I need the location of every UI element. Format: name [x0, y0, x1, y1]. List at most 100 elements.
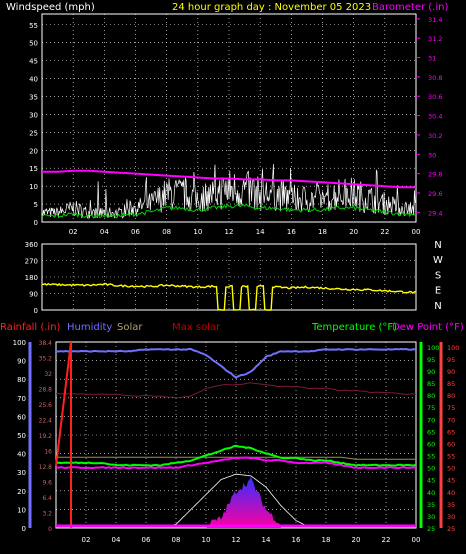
- temperature-tick-label: 90: [427, 368, 435, 376]
- compass-label: N: [434, 301, 441, 312]
- dewpoint-tick-label: 45: [447, 477, 455, 485]
- panel3-x-tick-label: 12: [232, 536, 241, 544]
- panel3-x-tick-label: 18: [322, 536, 331, 544]
- rain-tick-label: 3.2: [42, 511, 52, 518]
- temperature-tick-label: 60: [427, 440, 435, 448]
- dewpoint-tick-label: 85: [447, 380, 455, 388]
- temperature-tick-label: 35: [427, 501, 435, 509]
- baro-tick-label: 30.8: [428, 74, 442, 82]
- wind-tick-label: 25: [29, 129, 38, 137]
- rain-tick-label: 16: [44, 449, 52, 456]
- rain-tick-label: 38.4: [39, 340, 53, 347]
- wind-gust-line: [41, 163, 417, 220]
- temperature-tick-label: 100: [427, 344, 439, 352]
- wind-tick-label: 15: [29, 165, 38, 173]
- wind-tick-label: 10: [29, 183, 38, 191]
- wind-direction-line: [41, 282, 417, 311]
- rain-tick-label: 0: [48, 526, 52, 533]
- panel3-x-tick-label: 06: [142, 536, 151, 544]
- temperature-line: [55, 444, 417, 467]
- humidity-tick-label: 10: [17, 506, 26, 514]
- baro-tick-label: 30.6: [428, 93, 442, 101]
- barometer-line: [42, 169, 416, 189]
- panel1-x-tick-label: 10: [193, 228, 202, 236]
- temperature-tick-label: 50: [427, 465, 435, 473]
- wind-tick-label: 45: [29, 58, 38, 66]
- wind-tick-label: 50: [29, 40, 38, 48]
- chart-title: 24 hour graph day : November 05 2023: [172, 2, 371, 13]
- temperature-label: Temperature (°F): [311, 322, 397, 333]
- humidity-tick-label: 30: [17, 469, 26, 477]
- wind-tick-label: 35: [29, 93, 38, 101]
- humidity-tick-label: 60: [17, 413, 26, 421]
- temperature-tick-label: 95: [427, 356, 435, 364]
- panel3-x-tick-label: 00: [412, 536, 421, 544]
- wind-tick-label: 30: [29, 111, 38, 119]
- baro-tick-label: 29.6: [428, 190, 442, 198]
- panel1-x-tick-label: 12: [225, 228, 234, 236]
- dew-point-line: [55, 456, 417, 470]
- panel1-x-tick-label: 20: [349, 228, 358, 236]
- rain-tick-label: 32: [44, 371, 52, 378]
- baro-tick-label: 31: [428, 55, 436, 63]
- panel1-x-tick-label: 14: [256, 228, 265, 236]
- wind-tick-label: 40: [29, 76, 38, 84]
- rain-tick-label: 28.8: [39, 387, 53, 394]
- panel1-x-tick-label: 06: [131, 228, 140, 236]
- panel3-x-tick-label: 16: [292, 536, 301, 544]
- dewpoint-tick-label: 60: [447, 440, 455, 448]
- rain-tick-label: 6.4: [42, 495, 52, 502]
- panel3-x-tick-label: 04: [112, 536, 121, 544]
- humidity-tick-label: 0: [22, 525, 26, 533]
- temperature-tick-label: 30: [427, 513, 435, 521]
- temperature-tick-label: 25: [427, 525, 435, 533]
- dewpoint-tick-label: 100: [447, 344, 459, 352]
- wind-tick-label: 5: [34, 201, 38, 209]
- compass-label: N: [434, 240, 441, 251]
- rain-tick-label: 35.2: [39, 356, 53, 363]
- direction-tick-label: 270: [25, 258, 38, 266]
- temperature-tick-label: 70: [427, 416, 435, 424]
- wind-tick-label: 55: [29, 22, 38, 30]
- panel1-x-tick-label: 16: [287, 228, 296, 236]
- humidity-tick-label: 100: [13, 339, 26, 347]
- baro-tick-label: 30.4: [428, 113, 442, 121]
- dewpoint-tick-label: 65: [447, 428, 455, 436]
- temperature-tick-label: 85: [427, 380, 435, 388]
- panel1-x-tick-label: 00: [412, 228, 421, 236]
- temperature-tick-label: 65: [427, 428, 435, 436]
- rain-tick-label: 9.6: [42, 480, 52, 487]
- dewpoint-tick-label: 75: [447, 404, 455, 412]
- dewpoint-tick-label: 55: [447, 453, 455, 461]
- dewpoint-tick-label: 70: [447, 416, 455, 424]
- solar-label: Solar: [117, 322, 143, 333]
- humidity-tick-label: 70: [17, 395, 26, 403]
- baro-tick-label: 31.2: [428, 35, 442, 43]
- baro-tick-label: 29.8: [428, 171, 442, 179]
- compass-label: S: [435, 270, 441, 281]
- rain-tick-label: 12.8: [39, 464, 53, 471]
- direction-tick-label: 90: [29, 291, 38, 299]
- direction-tick-label: 180: [25, 274, 38, 282]
- dewpoint-tick-label: 35: [447, 501, 455, 509]
- humidity-tick-label: 20: [17, 488, 26, 496]
- panel3-x-tick-label: 10: [202, 536, 211, 544]
- rain-tick-label: 22.4: [39, 418, 53, 425]
- indoor-humidity-line: [55, 382, 417, 399]
- rain-tick-label: 19.2: [39, 433, 53, 440]
- humidity-line: [55, 347, 417, 379]
- humidity-label: Humidity: [67, 322, 112, 333]
- panel3-x-tick-label: 20: [352, 536, 361, 544]
- windspeed-label: Windspeed (mph): [6, 2, 95, 13]
- temperature-tick-label: 75: [427, 404, 435, 412]
- dew-point-label: Dew Point (°F): [392, 322, 464, 333]
- panel1-x-tick-label: 02: [69, 228, 78, 236]
- panel1-x-tick-label: 22: [380, 228, 389, 236]
- dewpoint-tick-label: 30: [447, 513, 455, 521]
- direction-tick-label: 0: [34, 307, 38, 315]
- wind-avg-line: [41, 203, 417, 219]
- humidity-tick-label: 90: [17, 358, 26, 366]
- barometer-label: Barometer (.in): [372, 2, 448, 13]
- wind-tick-label: 20: [29, 147, 38, 155]
